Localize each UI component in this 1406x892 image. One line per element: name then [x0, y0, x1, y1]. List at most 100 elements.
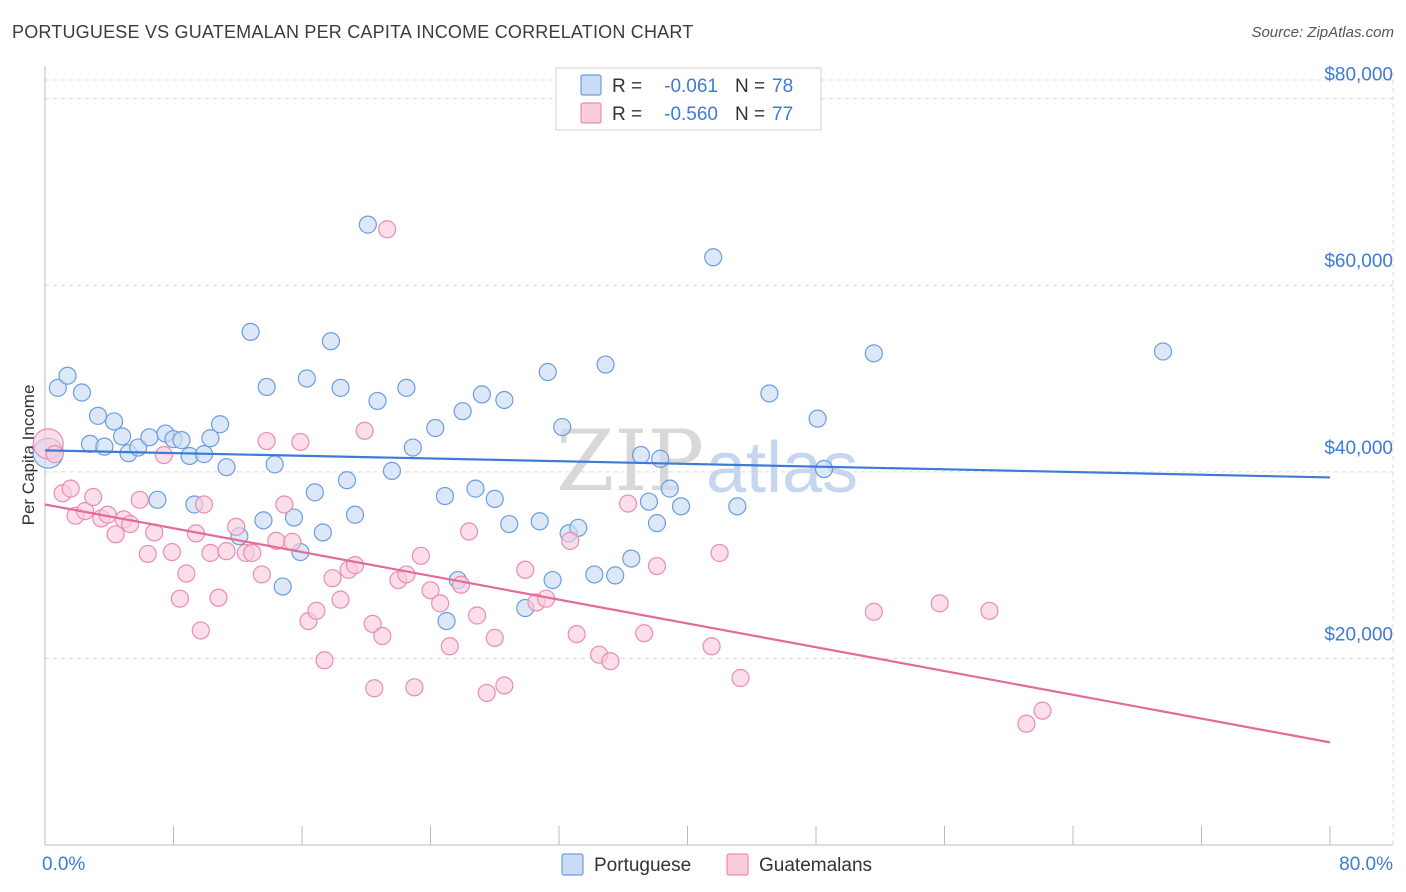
point-guatemalans: [980, 601, 999, 620]
point-guatemalans: [451, 575, 471, 594]
point-guatemalans: [209, 588, 228, 607]
point-portuguese: [622, 549, 641, 568]
point-guatemalans: [1017, 714, 1036, 733]
point-portuguese: [760, 384, 779, 403]
point-guatemalans: [162, 542, 181, 562]
point-portuguese: [808, 409, 827, 428]
series-guatemalans-points: [32, 220, 1052, 733]
point-portuguese: [345, 505, 365, 524]
point-portuguese: [704, 248, 723, 267]
point-portuguese: [358, 215, 377, 234]
point-guatemalans: [252, 565, 271, 584]
y-tick-label: $40,000: [1324, 438, 1393, 459]
legend-r-value: -0.061: [664, 76, 718, 97]
point-guatemalans: [467, 606, 487, 625]
point-guatemalans: [323, 569, 342, 588]
legend-swatch-guatemalans: [580, 102, 602, 124]
point-portuguese: [466, 479, 485, 498]
point-portuguese: [313, 523, 332, 542]
point-guatemalans: [201, 543, 220, 563]
y-axis-title: Per Capita Income: [19, 385, 38, 526]
point-portuguese: [585, 565, 604, 584]
point-portuguese: [639, 492, 659, 511]
point-portuguese: [631, 445, 651, 465]
point-portuguese: [201, 429, 220, 448]
point-portuguese: [814, 459, 834, 479]
point-guatemalans: [567, 625, 586, 644]
point-guatemalans: [61, 479, 80, 498]
legend-swatch-portuguese: [580, 74, 602, 96]
x-tick-label-min: 0.0%: [42, 854, 85, 875]
point-guatemalans: [373, 626, 392, 646]
trend-line-guatemalans: [44, 503, 1331, 744]
point-guatemalans: [930, 594, 949, 613]
y-tick-label: $60,000: [1324, 251, 1393, 272]
point-guatemalans: [561, 531, 580, 550]
point-portuguese: [331, 378, 350, 397]
point-portuguese: [647, 514, 667, 533]
point-portuguese: [210, 415, 230, 434]
legend-label-portuguese: Portuguese: [594, 855, 691, 876]
axes: Per Capita Income: [19, 66, 1393, 846]
point-guatemalans: [275, 495, 294, 514]
point-guatemalans: [45, 445, 64, 464]
point-guatemalans: [194, 495, 214, 514]
point-guatemalans: [516, 560, 535, 579]
x-tick-label-max: 80.0%: [1339, 854, 1393, 875]
point-portuguese: [543, 570, 562, 590]
point-guatemalans: [355, 421, 374, 440]
point-guatemalans: [191, 621, 210, 640]
point-portuguese: [596, 355, 615, 374]
point-portuguese: [864, 344, 883, 363]
point-portuguese: [671, 497, 691, 516]
point-portuguese: [651, 449, 670, 468]
point-portuguese: [1153, 342, 1173, 361]
point-portuguese: [254, 511, 273, 530]
point-guatemalans: [363, 614, 382, 633]
legend-r-label: R =: [612, 76, 642, 97]
point-guatemalans: [331, 590, 350, 609]
point-guatemalans: [170, 589, 190, 608]
chart-title: PORTUGUESE VS GUATEMALAN PER CAPITA INCO…: [12, 22, 694, 42]
legend-r-value: -0.560: [664, 104, 718, 125]
legend-swatch-bottom-portuguese: [561, 853, 584, 876]
legend-series: Portuguese Guatemalans: [561, 853, 872, 876]
point-guatemalans: [397, 565, 416, 584]
point-guatemalans: [345, 556, 365, 575]
point-guatemalans: [291, 432, 310, 452]
point-portuguese: [265, 455, 284, 474]
point-guatemalans: [485, 628, 504, 647]
point-guatemalans: [431, 594, 450, 613]
point-portuguese: [140, 428, 159, 447]
point-portuguese: [472, 385, 491, 404]
point-portuguese: [148, 490, 167, 509]
point-portuguese: [426, 418, 445, 438]
legend-swatch-bottom-guatemalans: [726, 853, 749, 876]
point-portuguese: [273, 577, 292, 596]
point-guatemalans: [177, 564, 196, 583]
point-guatemalans: [495, 676, 514, 695]
point-guatemalans: [411, 546, 430, 565]
legend-n-label: N =: [735, 104, 765, 125]
point-guatemalans: [477, 683, 496, 703]
trend-line-portuguese: [44, 449, 1331, 479]
point-portuguese: [172, 431, 191, 450]
point-guatemalans: [710, 543, 729, 563]
legend-label-guatemalans: Guatemalans: [759, 855, 872, 876]
point-portuguese: [217, 458, 236, 477]
source-label: Source: ZipAtlas.com: [1251, 24, 1394, 41]
point-portuguese: [485, 489, 504, 508]
point-guatemalans: [647, 556, 667, 576]
data-points: [32, 215, 1173, 733]
point-portuguese: [553, 417, 572, 437]
point-guatemalans: [440, 637, 459, 656]
point-portuguese: [453, 402, 472, 421]
point-guatemalans: [84, 487, 103, 507]
point-guatemalans: [421, 581, 440, 600]
point-portuguese: [382, 461, 402, 480]
legend-n-value: 78: [772, 76, 793, 97]
point-guatemalans: [243, 543, 262, 563]
legend-r-label: R =: [612, 104, 642, 125]
point-guatemalans: [283, 532, 302, 551]
point-guatemalans: [217, 542, 236, 561]
